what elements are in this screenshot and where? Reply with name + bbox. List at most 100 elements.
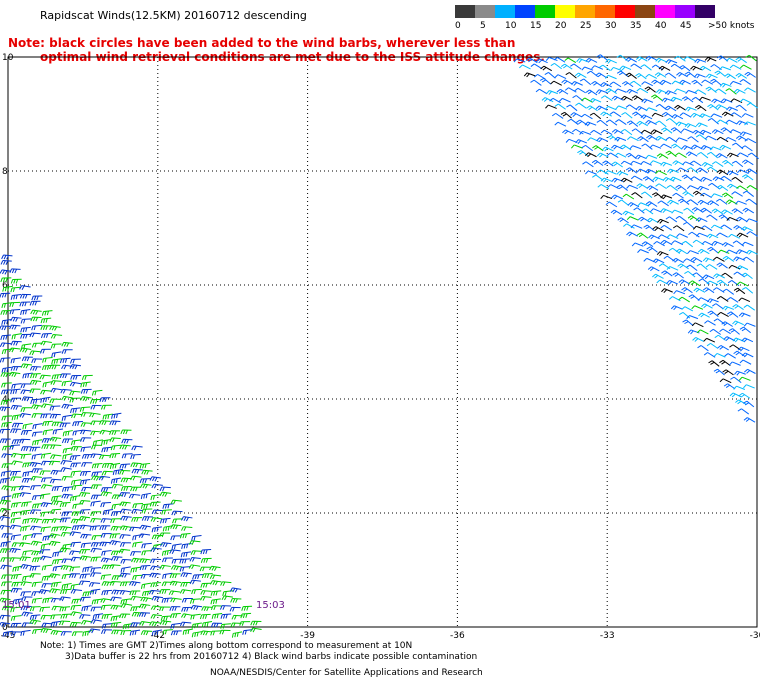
wind-barb — [743, 304, 756, 311]
wind-barb — [39, 470, 51, 476]
wind-barb — [644, 86, 656, 93]
wind-barb — [70, 358, 81, 364]
wind-barb — [169, 606, 181, 611]
wind-barb — [694, 89, 707, 95]
wind-barb — [20, 308, 31, 316]
wind-barb — [20, 605, 32, 611]
wind-barb — [10, 278, 22, 284]
wind-barb — [111, 575, 123, 580]
wind-barb — [20, 591, 32, 597]
wind-barb — [720, 127, 732, 134]
wind-barb — [130, 462, 142, 468]
wind-barb — [632, 111, 644, 118]
wind-barb — [621, 112, 633, 119]
wind-barb — [60, 467, 72, 473]
wind-barb — [9, 444, 21, 450]
wind-barb — [660, 208, 672, 214]
wind-barb — [545, 56, 558, 62]
wind-barb — [140, 574, 152, 579]
wind-barb — [82, 591, 94, 597]
wind-barb — [691, 79, 703, 87]
wind-barb — [636, 120, 648, 127]
footer-note-2: 3)Data buffer is 22 hrs from 20160712 4)… — [65, 652, 478, 662]
wind-barb — [59, 525, 72, 532]
wind-barb — [42, 535, 53, 541]
wind-barb — [564, 87, 577, 93]
wind-barb — [49, 588, 61, 594]
wind-barb — [81, 374, 93, 380]
wind-barb — [641, 208, 654, 215]
wind-barb — [19, 542, 31, 547]
wind-barb — [29, 614, 41, 620]
wind-barb — [728, 328, 740, 335]
wind-barb — [120, 485, 132, 491]
wind-barb — [30, 476, 42, 481]
wind-barb — [1, 533, 13, 538]
wind-barb — [40, 317, 52, 324]
wind-barb — [181, 597, 193, 603]
wind-barb — [120, 477, 132, 483]
wind-barb — [70, 611, 82, 617]
wind-barb — [9, 301, 21, 307]
wind-barb — [696, 329, 709, 335]
wind-barb — [110, 621, 122, 628]
wind-barb — [721, 242, 734, 248]
wind-barb — [560, 63, 573, 70]
wind-barb — [630, 160, 642, 166]
wind-barb — [648, 234, 660, 240]
wind-barb — [139, 478, 151, 484]
wind-barb — [100, 501, 111, 508]
wind-barb — [690, 65, 702, 71]
wind-barb — [692, 190, 705, 197]
wind-barb — [131, 445, 143, 451]
wind-barb — [553, 57, 566, 63]
wind-barb — [61, 403, 73, 409]
wind-barb — [110, 604, 122, 610]
wind-barb — [9, 547, 21, 554]
wind-barb — [190, 550, 202, 556]
wind-barb — [220, 581, 232, 587]
wind-barb — [32, 423, 43, 430]
wind-barb — [0, 499, 11, 505]
wind-barb — [600, 82, 612, 88]
wind-barb — [738, 312, 751, 318]
wind-barb — [716, 262, 728, 269]
wind-barb — [544, 72, 556, 79]
wind-barb — [672, 272, 684, 279]
wind-barb — [62, 430, 73, 437]
wind-barb — [591, 159, 604, 166]
wind-barb — [616, 70, 629, 77]
wind-barb — [1, 302, 12, 308]
wind-barb — [591, 65, 604, 70]
wind-barb — [151, 534, 163, 540]
wind-barb — [645, 55, 658, 61]
wind-barb — [535, 88, 548, 95]
wind-barb — [150, 494, 161, 501]
wind-barb — [570, 63, 582, 70]
wind-barb — [31, 581, 43, 587]
wind-barb — [665, 118, 678, 125]
wind-barb — [80, 533, 92, 539]
wind-barb — [651, 112, 664, 118]
wind-barb — [189, 579, 202, 585]
wind-barb — [562, 129, 574, 135]
wind-barb — [591, 81, 603, 88]
wind-barb — [49, 454, 62, 460]
legend-swatch — [535, 5, 555, 18]
wind-barb — [630, 224, 643, 229]
wind-barb — [1, 453, 13, 459]
wind-barb — [0, 406, 11, 412]
wind-barb — [98, 454, 111, 460]
wind-barb — [681, 306, 694, 312]
wind-barb — [733, 88, 746, 94]
wind-barb — [554, 121, 567, 127]
wind-barb — [611, 144, 623, 150]
wind-barb — [91, 444, 103, 450]
legend-swatch — [575, 5, 595, 18]
wind-barb — [19, 413, 31, 418]
wind-barb — [682, 191, 694, 198]
wind-barb — [100, 574, 112, 580]
wind-barb — [629, 145, 642, 150]
wind-barb — [50, 581, 62, 588]
wind-barb — [614, 136, 627, 142]
